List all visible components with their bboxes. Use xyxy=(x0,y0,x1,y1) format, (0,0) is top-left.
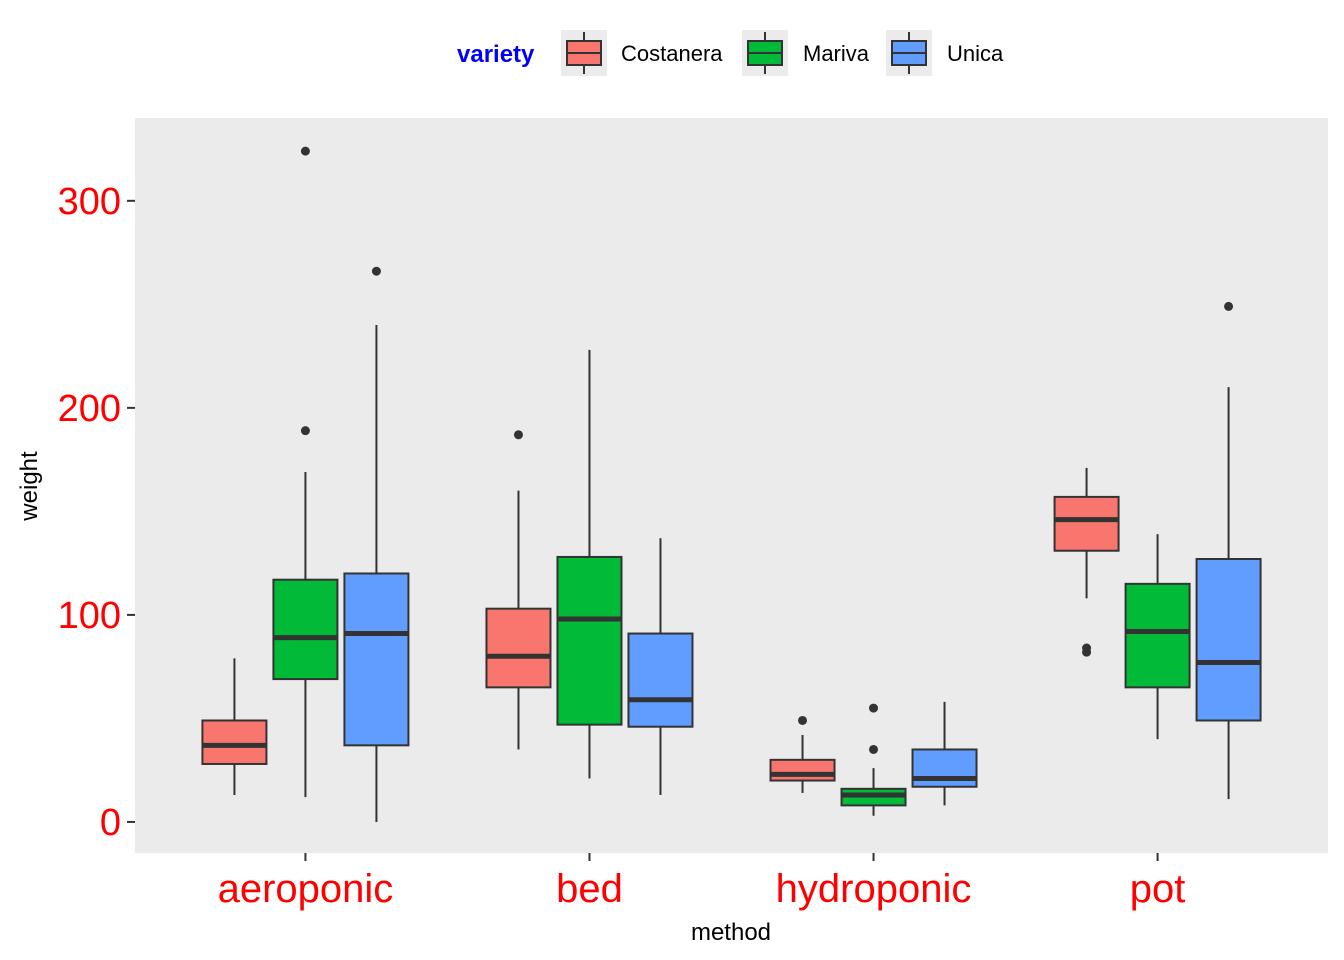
box-iqr xyxy=(201,719,268,765)
outlier-point xyxy=(1224,301,1234,311)
legend-label: Costanera xyxy=(621,41,723,66)
box-hydroponic-mariva xyxy=(840,703,907,816)
x-tick-label: aeroponic xyxy=(218,867,394,911)
legend: variety Costanera Mariva Unica xyxy=(457,30,1004,76)
legend-item-unica: Unica xyxy=(886,30,1004,76)
box-iqr xyxy=(1195,558,1262,722)
outlier-point xyxy=(371,266,381,276)
box-aeroponic-unica xyxy=(343,266,410,822)
box-iqr xyxy=(485,607,552,689)
x-tick-label: bed xyxy=(556,867,623,911)
box-pot-mariva xyxy=(1124,534,1191,740)
x-tick-label: hydroponic xyxy=(776,867,972,911)
box-hydroponic-costanera xyxy=(769,715,836,793)
legend-title: variety xyxy=(457,41,535,68)
outlier-point xyxy=(300,146,310,156)
box-iqr xyxy=(911,748,978,788)
outlier-point xyxy=(869,744,879,754)
box-iqr xyxy=(769,758,836,782)
x-axis: aeroponic bed hydroponic pot xyxy=(218,853,1186,911)
plot-panel xyxy=(135,118,1328,853)
box-iqr xyxy=(627,632,694,728)
box-bed-mariva xyxy=(556,349,623,779)
box-aeroponic-costanera xyxy=(201,658,268,796)
box-aeroponic-mariva xyxy=(272,146,339,798)
y-tick-label: 300 xyxy=(58,181,121,223)
series-costanera xyxy=(201,430,1120,796)
legend-label: Mariva xyxy=(803,41,870,66)
x-axis-title: method xyxy=(691,919,771,946)
outlier-point xyxy=(513,430,523,440)
legend-label: Unica xyxy=(947,41,1004,66)
series-mariva xyxy=(272,146,1191,816)
box-iqr xyxy=(343,572,410,747)
box-iqr xyxy=(556,555,623,726)
y-axis-title: weight xyxy=(16,451,43,522)
box-iqr xyxy=(272,578,339,681)
box-pot-unica xyxy=(1195,301,1262,800)
y-tick-label: 100 xyxy=(58,595,121,637)
box-bed-unica xyxy=(627,538,694,796)
y-tick-label: 200 xyxy=(58,388,121,430)
box-pot-costanera xyxy=(1053,467,1120,657)
outlier-point xyxy=(869,703,879,713)
box-hydroponic-unica xyxy=(911,701,978,806)
y-tick-label: 0 xyxy=(100,802,121,844)
outlier-point xyxy=(300,426,310,436)
outlier-point xyxy=(1082,643,1092,653)
x-tick-label: pot xyxy=(1130,867,1186,911)
box-bed-costanera xyxy=(485,430,552,750)
outlier-point xyxy=(798,715,808,725)
box-iqr xyxy=(1124,582,1191,689)
y-axis: 0 100 200 300 xyxy=(58,181,135,844)
legend-item-costanera: Costanera xyxy=(561,30,723,76)
series-unica xyxy=(343,266,1262,822)
box-iqr xyxy=(1053,495,1120,552)
legend-item-mariva: Mariva xyxy=(742,30,870,76)
chart-marks xyxy=(201,146,1262,822)
